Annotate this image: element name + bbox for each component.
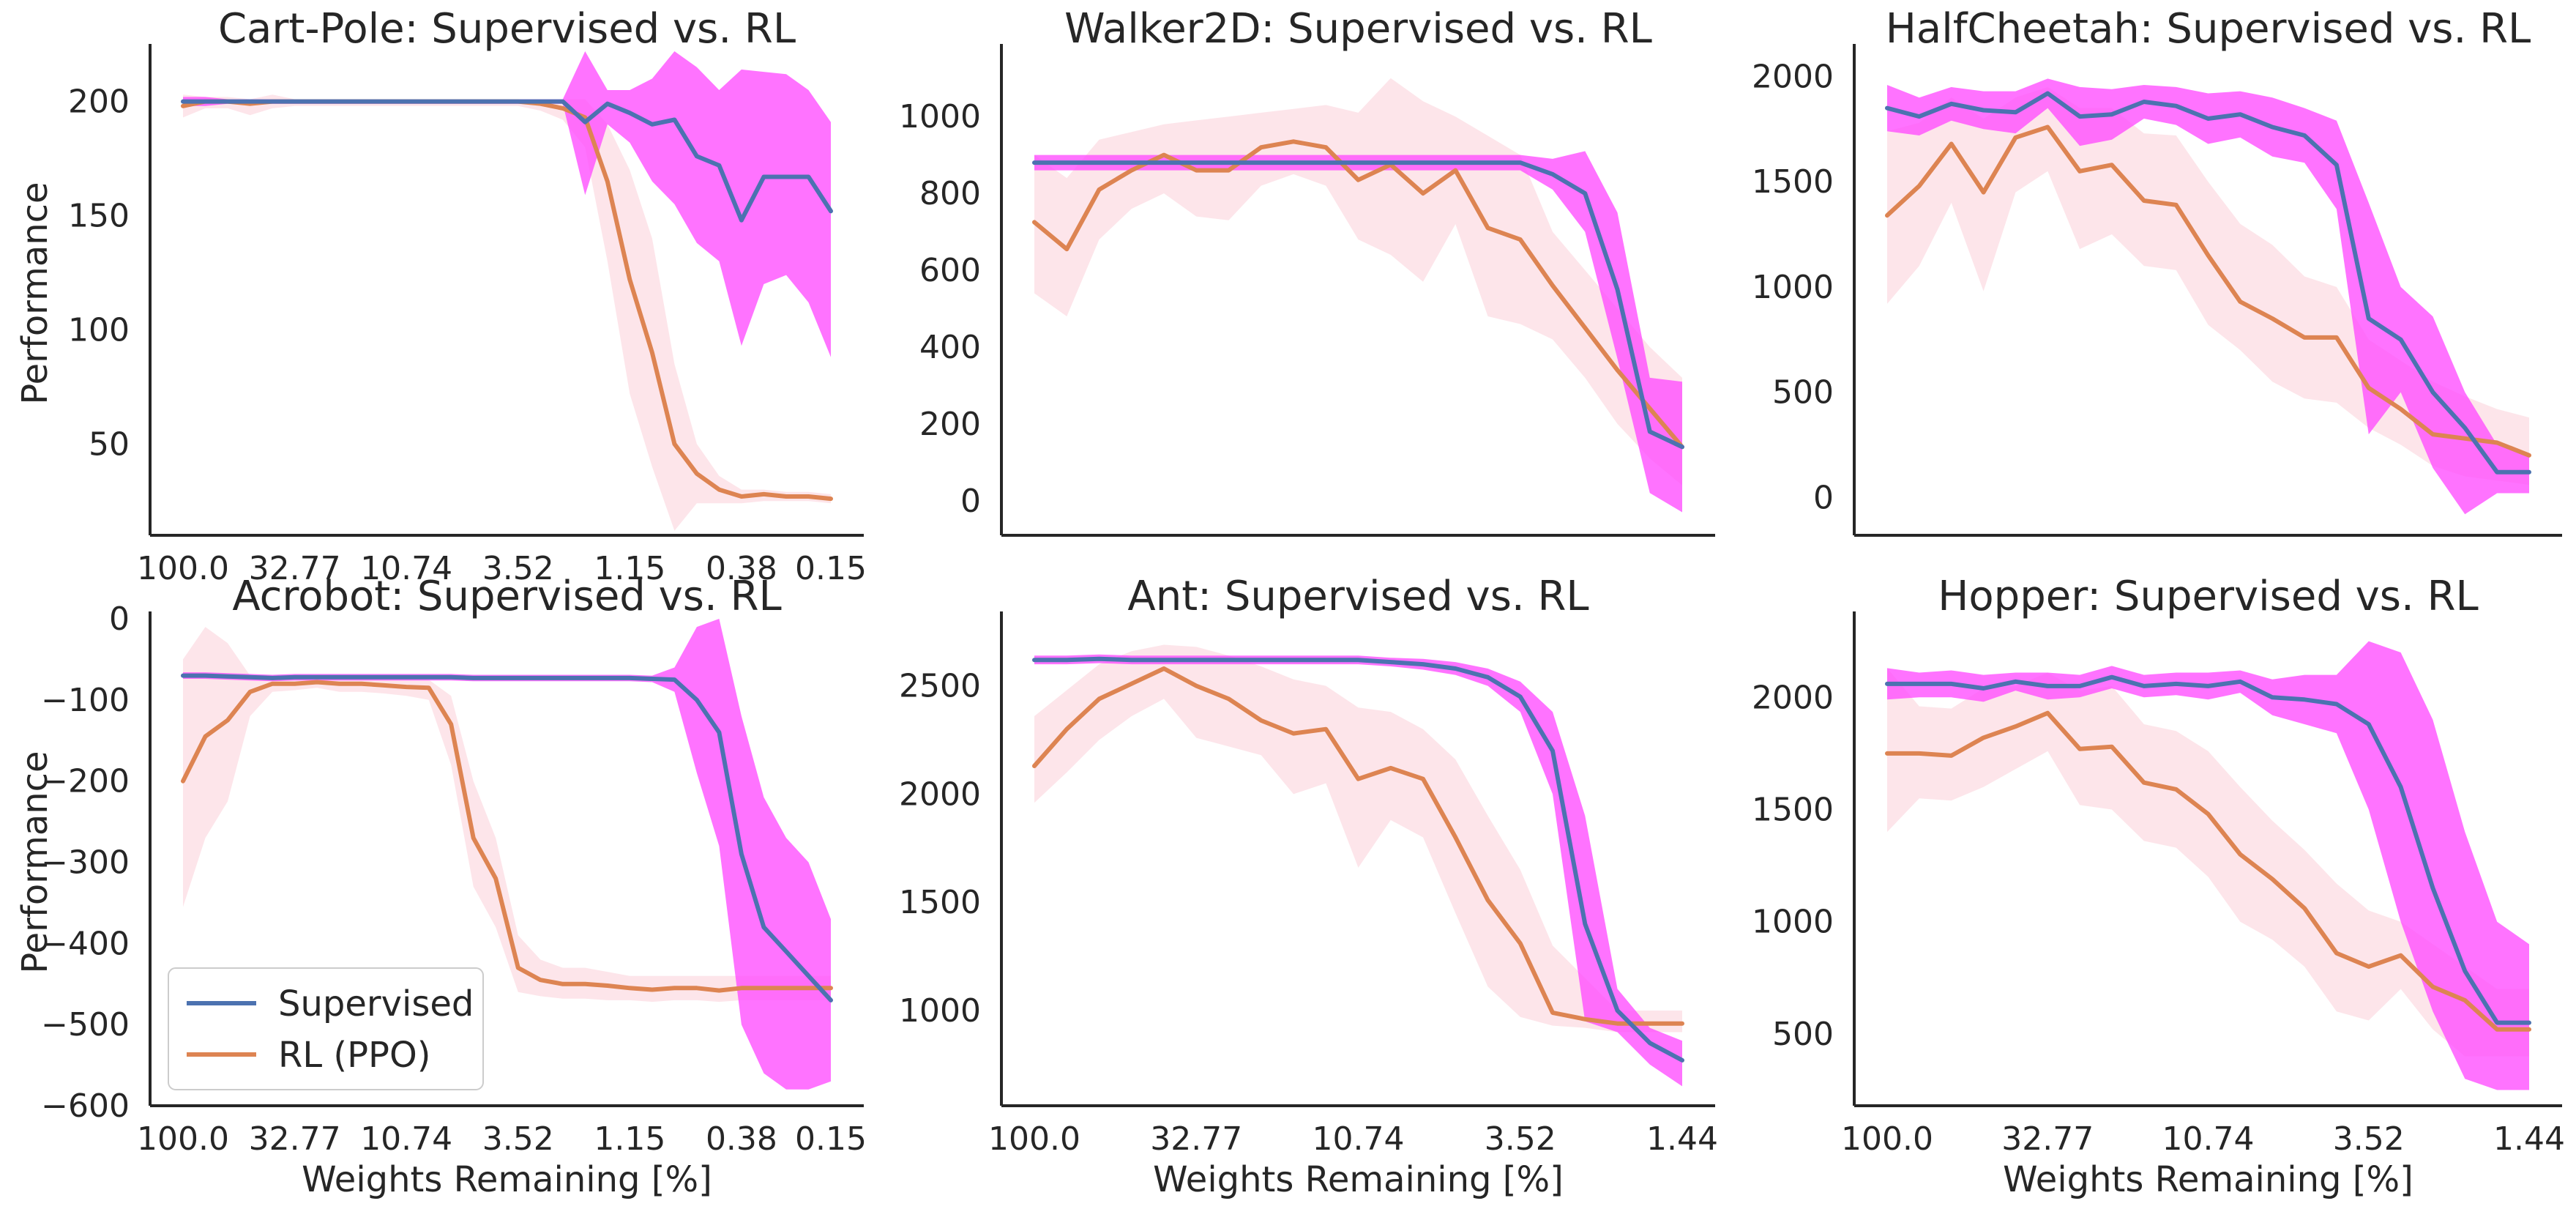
panel-6-ytick-label: 1000 xyxy=(1752,904,1834,941)
panel-1-xtick-label: 10.74 xyxy=(360,550,452,587)
panel-2-ytick-label: 0 xyxy=(960,483,981,520)
panel-1-xtick-label: 3.52 xyxy=(482,550,554,587)
panel-3-supervised-line xyxy=(1885,91,2531,475)
panel-2-supervised-line xyxy=(1032,160,1684,450)
panel-6-xlabel: Weights Remaining [%] xyxy=(2003,1159,2413,1200)
panel-4-ytick-label: −400 xyxy=(41,925,130,962)
panel-1-supervised-line xyxy=(181,99,833,223)
panel-4-xtick-label: 32.77 xyxy=(249,1120,341,1158)
panel-4-xtick-label: 100.0 xyxy=(137,1120,229,1158)
panel-6-ytick-label: 500 xyxy=(1772,1016,1834,1053)
panel-4-ytick-label: −500 xyxy=(41,1006,130,1044)
panel-1-xtick-label: 1.15 xyxy=(594,550,665,587)
panel-4-title: Acrobot: Supervised vs. RL xyxy=(232,573,781,620)
legend-box xyxy=(168,967,484,1090)
panel-4-xtick-label: 1.15 xyxy=(594,1120,665,1158)
panel-4-ytick-label: −200 xyxy=(41,763,130,800)
panel-1-ytick-label: 200 xyxy=(68,83,130,121)
panel-4-xtick-label: 10.74 xyxy=(360,1120,452,1158)
panel-6-xtick-label: 32.77 xyxy=(2001,1120,2094,1158)
panel-4-supervised-band xyxy=(183,619,831,1090)
panel-4-ytick-label: −100 xyxy=(41,682,130,719)
panel-2-title: Walker2D: Supervised vs. RL xyxy=(1064,5,1652,53)
panel-3-title: HalfCheetah: Supervised vs. RL xyxy=(1886,5,2531,53)
panel-4-ytick-label: −600 xyxy=(41,1087,130,1125)
panel-6-xtick-label: 3.52 xyxy=(2333,1120,2405,1158)
panel-6-supervised-band xyxy=(1887,641,2529,1090)
panel-5-ytick-label: 1000 xyxy=(899,992,981,1030)
panel-1-ylabel: Performance xyxy=(15,182,56,404)
panel-3-rl-line xyxy=(1885,124,2531,458)
panel-4-xlabel: Weights Remaining [%] xyxy=(302,1159,712,1200)
panel-2-rl-line xyxy=(1032,139,1684,450)
panel-5-ytick-label: 1500 xyxy=(899,884,981,921)
panel-6-xtick-label: 10.74 xyxy=(2162,1120,2255,1158)
panel-5-ytick-label: 2500 xyxy=(899,668,981,705)
panel-2-ytick-label: 800 xyxy=(919,175,981,212)
panel-6-title: Hopper: Supervised vs. RL xyxy=(1938,573,2478,620)
panel-3-ytick-label: 1000 xyxy=(1752,269,1834,306)
panel-3-ytick-label: 1500 xyxy=(1752,163,1834,201)
panel-3-ytick-label: 2000 xyxy=(1752,58,1834,95)
legend-supervised-label: Supervised xyxy=(278,983,474,1024)
panel-4-xtick-label: 3.52 xyxy=(482,1120,554,1158)
panel-6-xtick-label: 100.0 xyxy=(1841,1120,1933,1158)
panel-2-ytick-label: 1000 xyxy=(899,98,981,135)
panel-5-title: Ant: Supervised vs. RL xyxy=(1127,573,1588,620)
panel-5-rl-line xyxy=(1032,666,1684,1026)
panel-4-xtick-label: 0.15 xyxy=(795,1120,867,1158)
panel-2-ytick-label: 600 xyxy=(919,252,981,289)
panel-3-ytick-label: 500 xyxy=(1772,374,1834,412)
panel-1-xtick-label: 100.0 xyxy=(137,550,229,587)
panel-1-title: Cart-Pole: Supervised vs. RL xyxy=(218,5,796,53)
panel-6-supervised-line xyxy=(1885,674,2531,1025)
panel-2-rl-band xyxy=(1034,78,1682,486)
panel-1-xtick-label: 0.15 xyxy=(795,550,867,587)
panel-1-ytick-label: 100 xyxy=(68,311,130,349)
panel-3-supervised-band xyxy=(1887,78,2529,515)
panel-4-supervised-line xyxy=(181,673,833,1002)
panel-6-xtick-label: 1.44 xyxy=(2493,1120,2565,1158)
panel-5-xtick-label: 10.74 xyxy=(1313,1120,1405,1158)
panel-6-rl-line xyxy=(1885,710,2531,1032)
panel-5-rl-band xyxy=(1034,644,1682,1033)
panel-6-ytick-label: 2000 xyxy=(1752,679,1834,716)
legend-rl-label: RL (PPO) xyxy=(278,1035,430,1076)
panel-1-supervised-band xyxy=(183,51,831,357)
panel-6-rl-band xyxy=(1887,668,2529,1057)
panel-2-ytick-label: 400 xyxy=(919,329,981,366)
panel-5-supervised-line xyxy=(1032,656,1684,1063)
panel-4-rl-line xyxy=(181,680,833,993)
panel-5-ytick-label: 2000 xyxy=(899,775,981,813)
panel-5-xlabel: Weights Remaining [%] xyxy=(1153,1159,1564,1200)
panel-4-ylabel: Performance xyxy=(15,751,56,973)
panel-5-xtick-label: 100.0 xyxy=(988,1120,1080,1158)
panel-1-ytick-label: 150 xyxy=(68,197,130,234)
panel-4-xtick-label: 0.38 xyxy=(706,1120,777,1158)
panel-5-xtick-label: 1.44 xyxy=(1646,1120,1718,1158)
panel-5-xtick-label: 32.77 xyxy=(1150,1120,1242,1158)
panel-4-ytick-label: −300 xyxy=(41,844,130,882)
panel-6-ytick-label: 1500 xyxy=(1752,791,1834,828)
panel-1-xtick-label: 32.77 xyxy=(249,550,341,587)
panel-3-ytick-label: 0 xyxy=(1813,479,1834,516)
panel-1-xtick-label: 0.38 xyxy=(706,550,777,587)
panel-4-ytick-label: 0 xyxy=(109,600,130,638)
panel-1-ytick-label: 50 xyxy=(89,425,130,463)
panel-5-xtick-label: 3.52 xyxy=(1485,1120,1556,1158)
panel-2-ytick-label: 200 xyxy=(919,406,981,443)
